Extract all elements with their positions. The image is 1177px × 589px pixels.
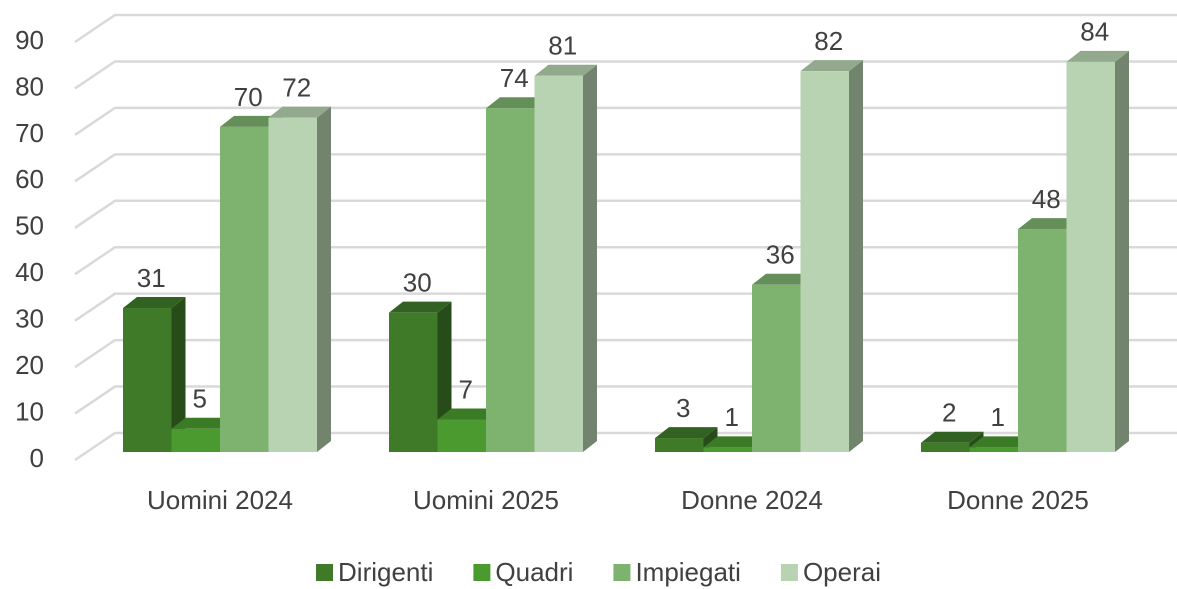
- bar-side: [171, 297, 186, 452]
- value-label: 31: [137, 263, 166, 293]
- bar-top: [969, 436, 1032, 448]
- bar-top: [752, 273, 815, 285]
- y-tick-label: 70: [15, 118, 44, 148]
- x-tick-label: Uomini 2025: [413, 485, 559, 515]
- bar-top: [123, 297, 186, 309]
- x-tick-label: Uomini 2024: [147, 485, 293, 515]
- bar: [800, 71, 849, 453]
- bar: [486, 108, 535, 453]
- bar: [1018, 229, 1067, 452]
- legend-swatch: [613, 564, 631, 581]
- bar: [534, 75, 583, 453]
- bar: [220, 126, 269, 452]
- legend-swatch: [316, 564, 334, 581]
- value-label: 48: [1032, 184, 1061, 214]
- bar-top: [220, 115, 283, 127]
- bar-top: [389, 301, 452, 313]
- bar: [389, 312, 438, 452]
- value-label: 3: [676, 393, 690, 423]
- bar: [1066, 61, 1115, 452]
- legend-label: Dirigenti: [338, 557, 433, 587]
- legend-swatch: [780, 564, 798, 581]
- value-label: 1: [991, 402, 1005, 432]
- y-tick-label: 30: [15, 304, 44, 334]
- bar-top: [655, 427, 718, 439]
- bar: [268, 117, 317, 452]
- bar-side: [849, 60, 863, 453]
- bar-side: [317, 106, 331, 452]
- bar: [655, 438, 704, 452]
- bar: [437, 419, 486, 452]
- value-label: 7: [459, 374, 473, 404]
- bar-top: [1018, 218, 1081, 230]
- bar-side: [583, 64, 597, 453]
- value-label: 82: [814, 26, 843, 56]
- value-label: 1: [725, 402, 739, 432]
- legend-label: Quadri: [495, 557, 573, 587]
- y-tick-label: 20: [15, 350, 44, 380]
- value-label: 2: [942, 398, 956, 428]
- y-tick-label: 10: [15, 396, 44, 426]
- bar-top: [921, 431, 984, 443]
- legend-swatch: [473, 564, 491, 581]
- bar-top: [534, 64, 597, 76]
- bar: [123, 308, 172, 452]
- value-label: 5: [193, 384, 207, 414]
- bar-top: [437, 408, 500, 420]
- value-label: 81: [548, 31, 577, 61]
- value-label: 72: [282, 72, 311, 102]
- bar: [752, 284, 801, 452]
- bar: [921, 442, 970, 452]
- y-tick-label: 50: [15, 211, 44, 241]
- bar: [171, 428, 220, 452]
- bar-top: [800, 60, 863, 72]
- y-tick-label: 90: [15, 25, 44, 55]
- x-tick-label: Donne 2024: [681, 485, 823, 515]
- value-label: 30: [403, 268, 432, 298]
- bar-top: [268, 106, 331, 118]
- value-label: 70: [234, 82, 263, 112]
- legend: Dirigenti Quadri Impiegati Operai: [316, 557, 881, 587]
- bar-top: [703, 436, 766, 448]
- bar-side: [1115, 50, 1129, 452]
- x-tick-label: Donne 2025: [947, 485, 1089, 515]
- bar-top: [171, 417, 234, 429]
- bar-top: [486, 97, 549, 109]
- value-label: 84: [1080, 17, 1109, 47]
- legend-label: Operai: [803, 557, 881, 587]
- bar: [703, 447, 752, 452]
- value-label: 74: [500, 63, 529, 93]
- bar-top: [1066, 50, 1129, 62]
- legend-label: Impiegati: [635, 557, 741, 587]
- y-tick-label: 0: [30, 443, 44, 473]
- bar: [969, 447, 1018, 452]
- y-tick-label: 40: [15, 257, 44, 287]
- value-label: 36: [766, 240, 795, 270]
- y-tick-label: 60: [15, 164, 44, 194]
- grid-line: [74, 13, 1177, 44]
- y-tick-label: 80: [15, 71, 44, 101]
